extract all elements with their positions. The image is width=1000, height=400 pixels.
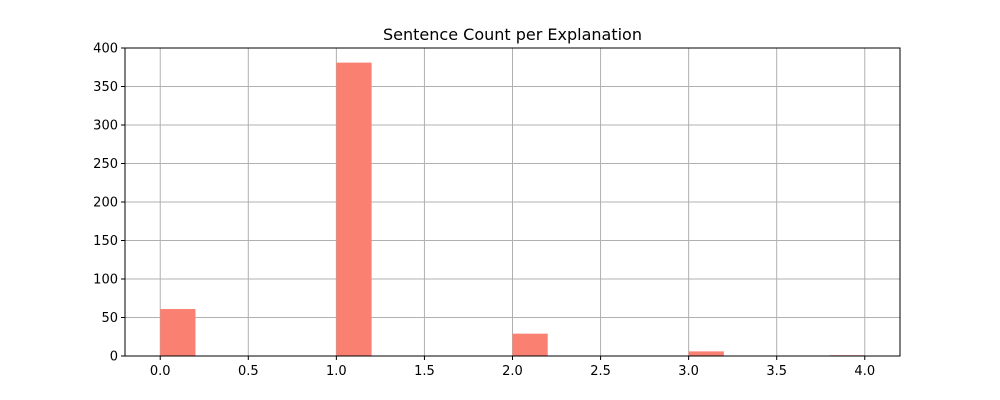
bar-0 (160, 309, 196, 356)
y-tick-label: 200 (93, 196, 118, 211)
x-tick-label: 1.5 (414, 364, 435, 379)
grid (125, 47, 900, 357)
x-tick-label: 3.0 (678, 364, 699, 379)
y-tick-label: 250 (93, 157, 118, 172)
chart-title: Sentence Count per Explanation (383, 25, 642, 44)
y-tick-label: 100 (93, 273, 118, 288)
x-tick-label: 4.0 (854, 364, 875, 379)
ticks: 0.0 0.5 1.0 1.5 2.0 2.5 3.0 3.5 4.0 0 50 100 150 200 2… (93, 42, 875, 380)
y-tick-label: 150 (93, 234, 118, 249)
x-tick-label: 1.0 (326, 364, 347, 379)
x-tick-label: 2.5 (590, 364, 611, 379)
bar-2 (512, 333, 548, 356)
y-tick-label: 350 (93, 80, 118, 95)
x-tick-label: 0.0 (150, 364, 171, 379)
x-tick-label: 3.5 (766, 364, 787, 379)
y-tick-label: 50 (101, 311, 118, 326)
bars (160, 62, 865, 356)
bar-3 (688, 351, 724, 356)
y-tick-label: 0 (110, 350, 118, 365)
y-tick-label: 400 (93, 42, 118, 57)
bar-1 (336, 62, 372, 356)
y-tick-label: 300 (93, 119, 118, 134)
x-tick-label: 2.0 (502, 364, 523, 379)
x-tick-label: 0.5 (238, 364, 259, 379)
